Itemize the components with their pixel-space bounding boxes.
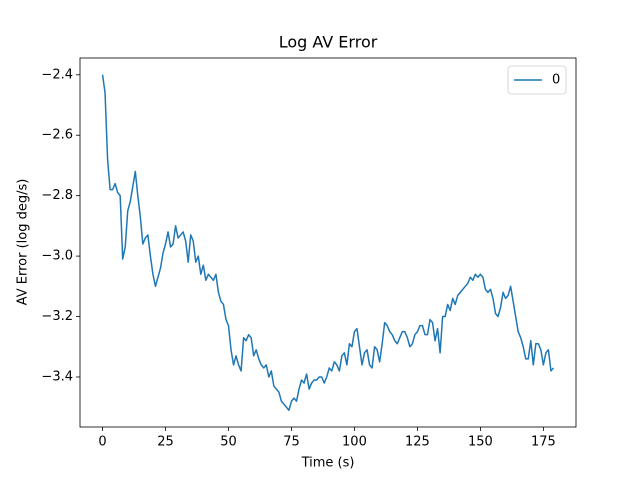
x-tick-label: 125 [405, 435, 430, 450]
x-axis-label: Time (s) [301, 456, 355, 471]
y-tick-label: −3.2 [41, 309, 73, 324]
legend-label: 0 [552, 73, 560, 88]
x-tick-label: 150 [468, 435, 493, 450]
axes-frame [79, 57, 577, 428]
y-tick-label: −2.8 [41, 188, 73, 203]
y-tick-label: −3.0 [41, 249, 73, 264]
y-tick-label: −2.4 [41, 67, 73, 82]
x-tick-label: 175 [531, 435, 556, 450]
x-tick-label: 25 [157, 435, 174, 450]
x-tick-label: 100 [342, 435, 367, 450]
chart-title: Log AV Error [279, 33, 378, 52]
x-tick-label: 0 [98, 435, 106, 450]
y-tick-label: −2.6 [41, 128, 73, 143]
y-tick-label: −3.4 [41, 369, 73, 384]
x-tick-label: 75 [283, 435, 300, 450]
data-line [101, 74, 555, 411]
y-axis-label: AV Error (log deg/s) [16, 179, 31, 306]
x-tick-label: 50 [220, 435, 237, 450]
